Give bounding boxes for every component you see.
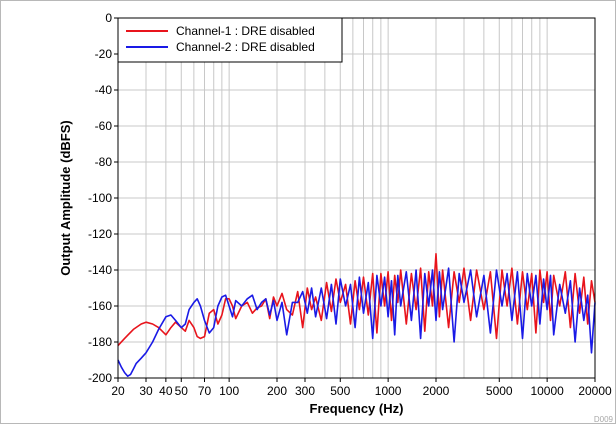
y-tick-label: 0 bbox=[105, 11, 112, 25]
x-tick-label: 500 bbox=[330, 384, 350, 398]
legend-box bbox=[117, 17, 343, 63]
legend: Channel-1 : DRE disabled Channel-2 : DRE… bbox=[117, 17, 343, 63]
x-tick-label: 50 bbox=[175, 384, 189, 398]
y-axis-title: Output Amplitude (dBFS) bbox=[58, 120, 73, 276]
figure-id: D009 bbox=[594, 415, 614, 424]
y-tick-label: -140 bbox=[88, 263, 112, 277]
legend-label-channel-1: Channel-1 : DRE disabled bbox=[176, 24, 315, 38]
x-tick-label: 20 bbox=[111, 384, 125, 398]
y-tick-label: -200 bbox=[88, 371, 112, 385]
y-axis-ticks: 0 -20 -40 -60 -80 -100 -120 -140 -160 -180 -200 bbox=[88, 11, 118, 385]
y-tick-label: -60 bbox=[95, 119, 113, 133]
x-axis-ticks: 20 30 40 50 70 100 200 300 500 1000 2000 5000 10000 2… bbox=[111, 378, 612, 398]
x-tick-label: 30 bbox=[139, 384, 153, 398]
y-tick-label: -160 bbox=[88, 299, 112, 313]
x-tick-label: 20000 bbox=[578, 384, 612, 398]
x-tick-label: 5000 bbox=[486, 384, 513, 398]
y-tick-label: -180 bbox=[88, 335, 112, 349]
x-axis-title: Frequency (Hz) bbox=[310, 401, 404, 416]
y-tick-label: -100 bbox=[88, 191, 112, 205]
x-tick-label: 40 bbox=[159, 384, 173, 398]
x-tick-label: 200 bbox=[267, 384, 287, 398]
series-line-channel-1 bbox=[117, 253, 596, 347]
y-tick-label: -120 bbox=[88, 227, 112, 241]
x-tick-label: 70 bbox=[198, 384, 212, 398]
y-tick-label: -20 bbox=[95, 47, 113, 61]
legend-label-channel-2: Channel-2 : DRE disabled bbox=[176, 40, 315, 54]
x-tick-label: 300 bbox=[295, 384, 315, 398]
y-tick-label: -40 bbox=[95, 83, 113, 97]
x-tick-label: 100 bbox=[219, 384, 239, 398]
y-tick-label: -80 bbox=[95, 155, 113, 169]
x-tick-label: 10000 bbox=[530, 384, 564, 398]
x-tick-label: 2000 bbox=[423, 384, 450, 398]
series-line-channel-2 bbox=[117, 267, 596, 377]
series-lines bbox=[117, 253, 596, 377]
x-tick-label: 1000 bbox=[375, 384, 402, 398]
